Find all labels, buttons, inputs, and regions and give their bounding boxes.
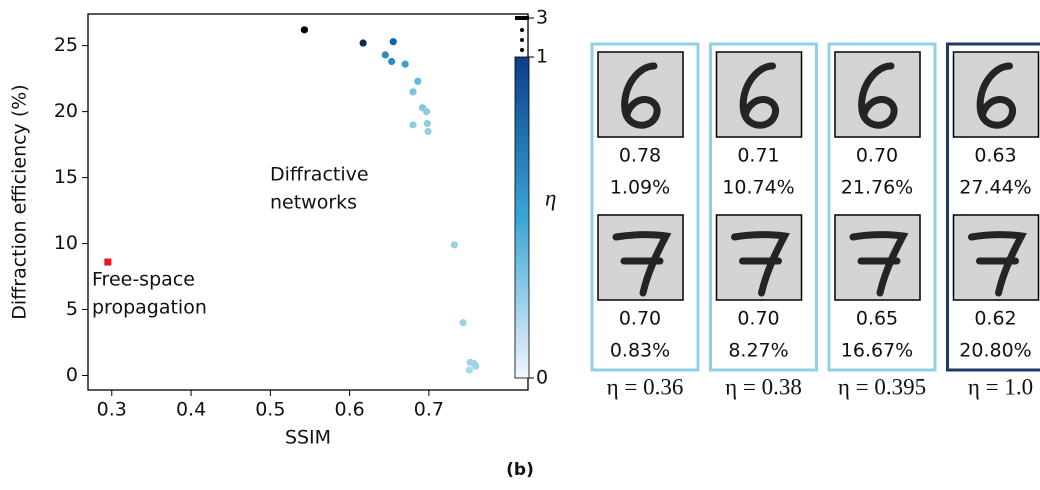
point <box>388 58 395 65</box>
eta-label: η = 1.0 <box>968 374 1033 399</box>
x-tick-label: 0.7 <box>414 399 444 421</box>
ssim-value: 0.70 <box>619 308 661 330</box>
x-tick-label: 0.3 <box>97 399 127 421</box>
efficiency-value: 1.09% <box>610 177 670 199</box>
colorbar-dot <box>520 48 524 52</box>
caption: (b) <box>506 460 534 480</box>
point <box>301 26 308 33</box>
annotation: propagation <box>92 297 207 319</box>
point <box>382 51 389 58</box>
y-tick-label: 20 <box>54 100 78 122</box>
efficiency-value: 16.67% <box>841 340 913 362</box>
colorbar <box>515 57 529 378</box>
efficiency-value: 20.80% <box>959 340 1031 362</box>
efficiency-value: 21.76% <box>841 177 913 199</box>
ssim-value: 0.78 <box>619 145 661 167</box>
point <box>472 363 479 370</box>
point <box>414 78 421 85</box>
colorbar-tick-label: 3 <box>536 7 548 29</box>
point <box>390 38 397 45</box>
ssim-value: 0.63 <box>974 145 1016 167</box>
point <box>423 108 430 115</box>
point <box>424 120 431 127</box>
point <box>409 121 416 128</box>
x-tick-label: 0.5 <box>255 399 285 421</box>
x-tick-label: 0.6 <box>335 399 365 421</box>
annotation: Free-space <box>92 269 195 291</box>
ssim-value: 0.71 <box>737 145 779 167</box>
ssim-value: 0.70 <box>737 308 779 330</box>
x-axis-label: SSIM <box>285 427 331 449</box>
eta-label: η = 0.38 <box>725 374 802 399</box>
colorbar-label: η <box>545 185 556 210</box>
point <box>425 128 432 135</box>
x-tick-label: 0.4 <box>176 399 206 421</box>
annotation: networks <box>270 192 357 214</box>
y-tick-label: 0 <box>66 364 78 386</box>
y-axis-label: Diffraction efficiency (%) <box>9 84 31 319</box>
efficiency-value: 0.83% <box>610 340 670 362</box>
colorbar-tick-label: 0 <box>536 367 548 389</box>
y-tick-label: 15 <box>54 166 78 188</box>
colorbar-dot <box>520 38 524 42</box>
ssim-value: 0.70 <box>856 145 898 167</box>
efficiency-value: 10.74% <box>722 177 794 199</box>
colorbar-extension <box>515 16 529 20</box>
efficiency-value: 8.27% <box>728 340 788 362</box>
annotation: Diffractive <box>270 164 369 186</box>
eta-label: η = 0.36 <box>607 374 684 399</box>
point <box>409 88 416 95</box>
point <box>451 241 458 248</box>
y-tick-label: 5 <box>66 298 78 320</box>
colorbar-dot <box>520 28 524 32</box>
ssim-value: 0.65 <box>856 308 898 330</box>
point <box>466 367 473 374</box>
figure: SSIM Diffraction efficiency (%) (b) 0.3 0… <box>0 0 1040 490</box>
efficiency-value: 27.44% <box>959 177 1031 199</box>
point <box>459 319 466 326</box>
y-tick-label: 25 <box>54 34 78 56</box>
eta-label: η = 0.395 <box>838 374 926 399</box>
point <box>402 61 409 68</box>
point <box>359 39 366 46</box>
colorbar-tick-label: 1 <box>536 46 548 68</box>
ssim-value: 0.62 <box>974 308 1016 330</box>
point <box>104 259 111 266</box>
y-tick-label: 10 <box>54 232 78 254</box>
